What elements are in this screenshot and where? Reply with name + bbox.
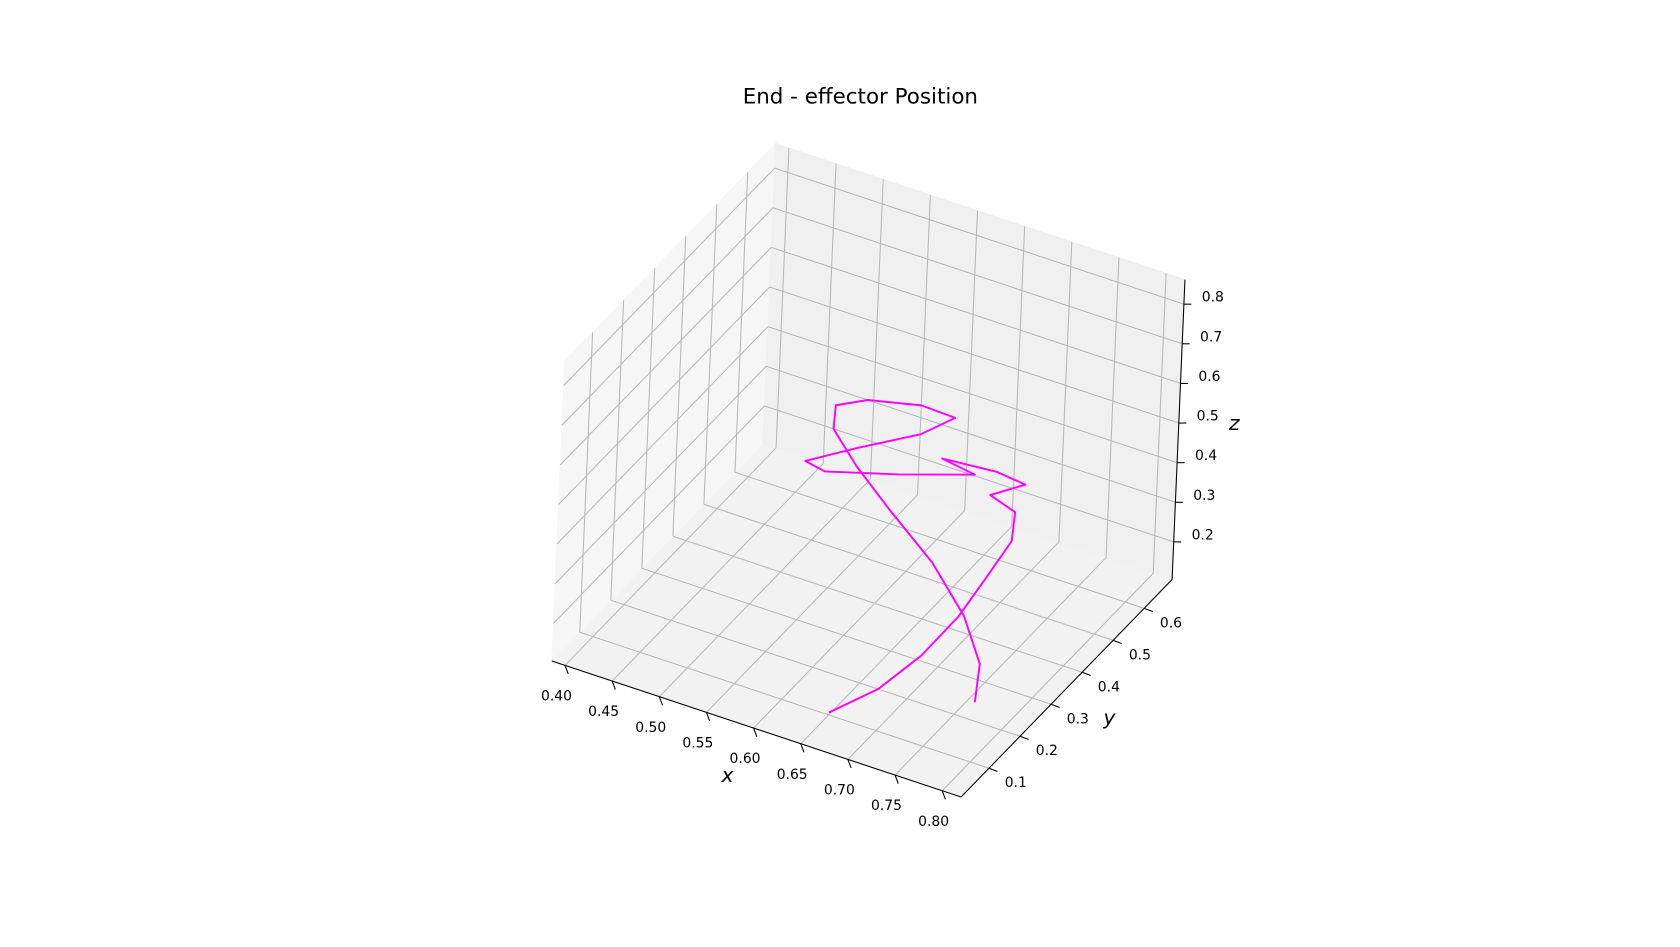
tick-mark <box>1019 735 1029 740</box>
x-axis-label: x <box>720 763 734 787</box>
grid-line <box>822 163 837 464</box>
z-tick-label: 0.8 <box>1202 290 1224 306</box>
trajectory-line <box>804 399 1027 714</box>
grid-line <box>610 300 625 601</box>
y-tick-label: 0.5 <box>1129 647 1151 663</box>
grid-line <box>869 179 884 480</box>
grid-line <box>734 172 749 473</box>
panes <box>550 142 1186 798</box>
grid-line <box>772 207 1183 345</box>
y-tick-label: 0.3 <box>1067 711 1089 727</box>
x-tick-label: 0.55 <box>682 735 713 751</box>
grid-line <box>564 447 777 666</box>
y-tick-label: 0.4 <box>1098 679 1120 695</box>
grid-line <box>658 478 871 698</box>
grid-line <box>1105 257 1120 558</box>
z-tick-label: 0.4 <box>1195 448 1217 464</box>
grid-line <box>774 167 1185 305</box>
tick-mark <box>941 790 946 800</box>
grid-line <box>753 510 966 729</box>
chart-title: End - effector Position <box>743 84 978 109</box>
grid-line <box>734 471 1145 609</box>
x-tick-label: 0.50 <box>635 720 666 736</box>
z-axis-label: z <box>1228 411 1241 435</box>
tick-mark <box>611 680 616 690</box>
grid-line <box>775 147 790 448</box>
x-tick-label: 0.70 <box>824 782 855 798</box>
axes: 0.40 0.45 0.50 0.55 0.60 0.65 0.70 0.75 0.80 0.1 0… <box>541 279 1241 830</box>
z-tick-label: 0.7 <box>1200 329 1222 345</box>
z-axis <box>1171 279 1186 580</box>
plot-area <box>804 399 1027 714</box>
x-tick-label: 0.65 <box>777 767 808 783</box>
grid-line <box>766 365 1176 503</box>
tick-mark <box>800 743 805 753</box>
grid-line <box>553 405 765 624</box>
y-tick-label: 0.6 <box>1160 615 1182 631</box>
grid-line <box>554 365 767 585</box>
y-axis <box>960 579 1173 798</box>
tick-mark <box>705 712 711 722</box>
tick-mark <box>847 759 852 769</box>
x-tick-label: 0.40 <box>541 688 572 704</box>
grid-line <box>847 541 1060 760</box>
grid-line <box>706 494 918 713</box>
grid-line <box>672 535 1083 673</box>
x-tick-label: 0.80 <box>918 814 949 830</box>
tick-mark <box>1081 671 1091 677</box>
grid-line <box>579 631 990 769</box>
z-tick-label: 0.3 <box>1193 488 1215 504</box>
tick-mark <box>1112 639 1122 645</box>
x-tick-label: 0.75 <box>871 798 902 814</box>
grid-line <box>767 326 1178 464</box>
y-axis-label: y <box>1102 705 1116 729</box>
tick-mark <box>1050 703 1060 708</box>
grid-line <box>771 246 1181 384</box>
z-tick-label: 0.6 <box>1198 369 1220 385</box>
x-tick-label: 0.60 <box>730 751 761 767</box>
tick-mark <box>894 774 899 784</box>
x-axis <box>551 660 962 798</box>
grid-line <box>558 286 770 505</box>
tick-mark <box>1143 607 1153 613</box>
grid-line <box>916 194 931 495</box>
grid-line <box>579 332 594 633</box>
grid-line <box>556 326 769 545</box>
grid-line <box>563 167 776 386</box>
tick-mark <box>753 727 758 737</box>
grid-line <box>611 463 824 682</box>
grid-line <box>641 268 656 569</box>
grid-line <box>1058 241 1073 542</box>
grid-line <box>1011 226 1026 527</box>
y-tick-label: 0.1 <box>1005 775 1027 791</box>
grid-line <box>610 599 1021 737</box>
grid-line <box>800 525 1013 745</box>
grid-line <box>769 286 1179 424</box>
grid-line <box>1152 273 1167 574</box>
tick-mark <box>658 696 664 706</box>
grid-line <box>559 246 772 466</box>
grid-line <box>703 503 1114 641</box>
grid-line <box>561 207 774 426</box>
grid-line <box>941 572 1154 792</box>
grid-line <box>703 204 718 505</box>
grid-line <box>672 236 687 537</box>
tick-mark <box>988 767 998 772</box>
grid-line <box>964 210 979 511</box>
grid-line <box>894 557 1107 776</box>
y-tick-label: 0.2 <box>1036 743 1058 759</box>
z-tick-label: 0.5 <box>1197 409 1219 425</box>
z-tick-label: 0.2 <box>1192 527 1214 543</box>
tick-mark <box>564 665 569 675</box>
x-tick-label: 0.45 <box>588 704 619 720</box>
grid-line <box>641 567 1052 705</box>
